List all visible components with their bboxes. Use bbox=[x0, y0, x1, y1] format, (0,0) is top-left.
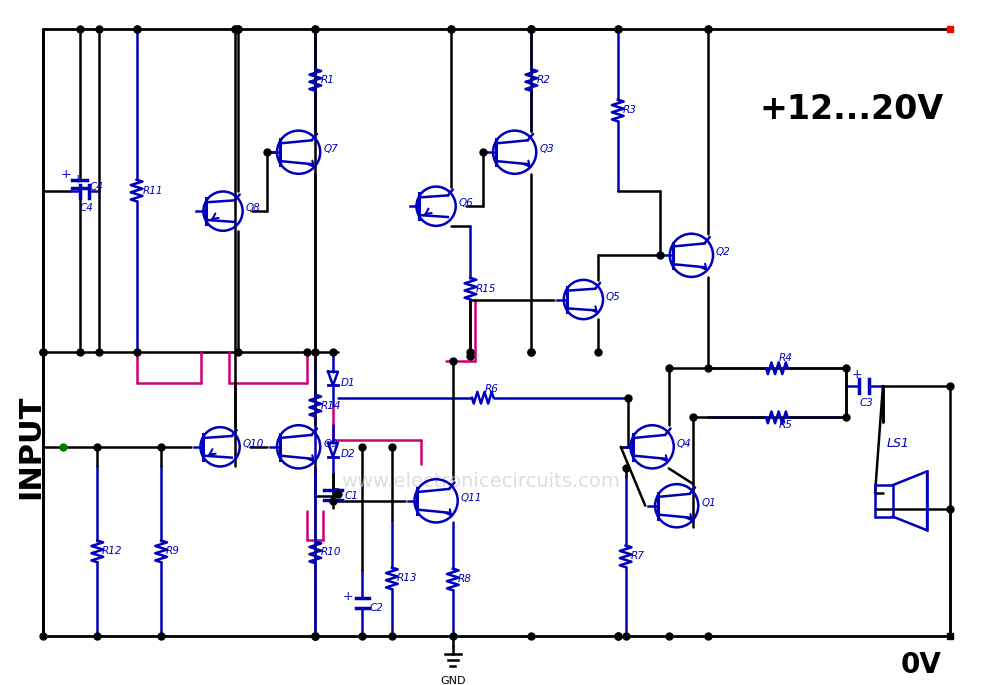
Text: R12: R12 bbox=[102, 547, 123, 556]
Text: R5: R5 bbox=[779, 420, 792, 430]
Text: Q9: Q9 bbox=[323, 439, 338, 449]
Text: Q6: Q6 bbox=[459, 198, 474, 208]
Text: C4: C4 bbox=[89, 182, 103, 192]
Text: +12...20V: +12...20V bbox=[760, 93, 943, 126]
Text: +: + bbox=[72, 173, 83, 186]
Text: +: + bbox=[852, 368, 863, 381]
Text: R10: R10 bbox=[320, 547, 341, 558]
Text: C2: C2 bbox=[369, 603, 383, 613]
Text: Q1: Q1 bbox=[701, 498, 716, 508]
Text: Q5: Q5 bbox=[606, 292, 621, 301]
Bar bbox=[875, 485, 893, 516]
Text: R4: R4 bbox=[779, 353, 792, 364]
Text: D1: D1 bbox=[341, 377, 355, 388]
Text: D2: D2 bbox=[341, 449, 355, 459]
Text: Q2: Q2 bbox=[716, 247, 731, 258]
Text: C3: C3 bbox=[859, 398, 873, 408]
Text: R14: R14 bbox=[321, 401, 342, 410]
Text: R13: R13 bbox=[397, 573, 417, 584]
Text: +: + bbox=[61, 169, 71, 182]
Text: Q11: Q11 bbox=[461, 493, 482, 503]
Text: R8: R8 bbox=[458, 575, 472, 584]
Text: +: + bbox=[343, 590, 354, 603]
Text: R6: R6 bbox=[485, 384, 498, 394]
Text: R15: R15 bbox=[476, 284, 496, 294]
Text: Q8: Q8 bbox=[245, 203, 260, 213]
Text: 0V: 0V bbox=[901, 651, 941, 679]
Text: Q4: Q4 bbox=[676, 439, 691, 449]
Text: Q10: Q10 bbox=[242, 439, 264, 449]
Text: C1: C1 bbox=[345, 491, 358, 501]
Text: INPUT: INPUT bbox=[16, 395, 45, 499]
Text: R2: R2 bbox=[536, 75, 550, 85]
Text: www.electronicecircuits.com: www.electronicecircuits.com bbox=[341, 472, 620, 490]
Text: R1: R1 bbox=[320, 75, 334, 85]
Text: R7: R7 bbox=[631, 551, 644, 561]
Text: GND: GND bbox=[440, 675, 466, 685]
Text: R9: R9 bbox=[166, 547, 180, 556]
Text: Q3: Q3 bbox=[539, 145, 554, 154]
Text: R11: R11 bbox=[142, 186, 163, 195]
Text: LS1: LS1 bbox=[886, 438, 910, 450]
Text: Q7: Q7 bbox=[323, 145, 338, 154]
Text: R3: R3 bbox=[623, 105, 637, 116]
Text: C4: C4 bbox=[79, 203, 93, 213]
